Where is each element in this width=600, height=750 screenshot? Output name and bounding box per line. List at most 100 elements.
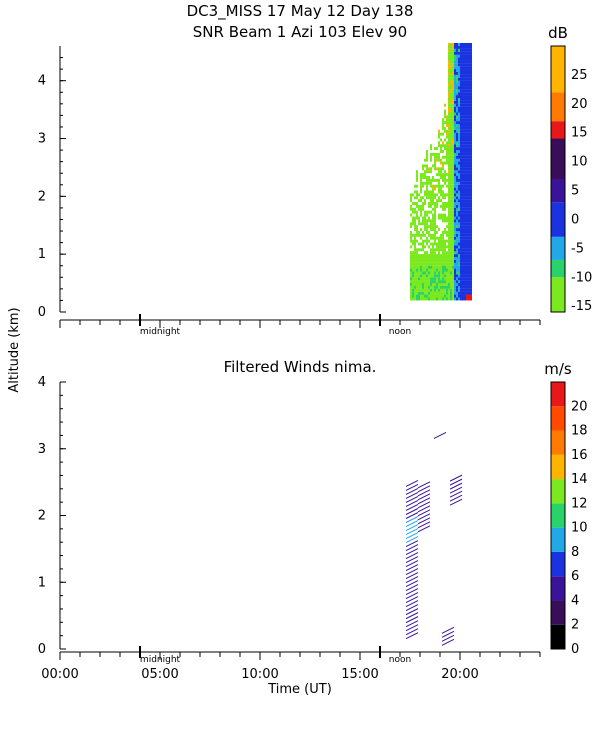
snr-cell bbox=[454, 196, 456, 200]
snr-cell bbox=[426, 282, 428, 286]
snr-cell bbox=[422, 280, 424, 284]
snr-cell bbox=[430, 242, 432, 246]
snr-cell bbox=[468, 121, 470, 125]
snr-cell bbox=[462, 236, 464, 240]
snr-cell bbox=[422, 265, 424, 269]
snr-cell bbox=[444, 155, 446, 159]
wind-barb bbox=[405, 504, 419, 511]
snr-cell bbox=[470, 176, 472, 179]
snr-cell bbox=[410, 297, 412, 301]
snr-cell bbox=[440, 256, 442, 260]
snr-cell bbox=[454, 106, 456, 110]
snr-cell bbox=[440, 282, 442, 286]
snr-cell bbox=[456, 74, 458, 78]
snr-cell bbox=[444, 196, 446, 200]
snr-cell bbox=[458, 100, 460, 104]
snr-cell bbox=[430, 265, 432, 269]
snr-cell bbox=[458, 57, 460, 61]
snr-cell bbox=[462, 112, 464, 116]
snr-cell bbox=[420, 176, 422, 179]
snr-cell bbox=[420, 190, 422, 194]
snr-cell bbox=[464, 178, 466, 182]
snr-cell bbox=[438, 155, 440, 159]
snr-cell bbox=[470, 204, 472, 208]
snr-cell bbox=[464, 45, 466, 49]
snr-cell bbox=[442, 173, 444, 177]
snr-colorbar-tick-label: 25 bbox=[571, 68, 588, 83]
snr-cell bbox=[448, 230, 450, 234]
snr-cell bbox=[444, 297, 446, 301]
snr-cell bbox=[450, 89, 452, 93]
snr-cell bbox=[442, 126, 444, 130]
snr-cell bbox=[464, 95, 466, 99]
snr-cell bbox=[452, 193, 454, 197]
snr-cell bbox=[466, 265, 468, 269]
snr-cell bbox=[448, 207, 450, 211]
snr-cell bbox=[424, 202, 426, 206]
snr-cell bbox=[424, 181, 426, 185]
snr-cell bbox=[468, 71, 470, 75]
snr-cell bbox=[442, 285, 444, 289]
snr-cell bbox=[442, 176, 444, 179]
snr-cell bbox=[450, 265, 452, 269]
snr-cell bbox=[456, 173, 458, 177]
snr-cell bbox=[436, 155, 438, 159]
snr-cell bbox=[462, 228, 464, 232]
snr-cell bbox=[434, 274, 436, 278]
snr-cell bbox=[450, 115, 452, 119]
snr-colorbar-tick-label: 20 bbox=[571, 97, 588, 112]
snr-cell bbox=[470, 149, 472, 153]
snr-cell bbox=[430, 285, 432, 289]
snr-cell bbox=[446, 115, 448, 119]
snr-colorbar-band bbox=[551, 46, 565, 93]
snr-cell bbox=[420, 291, 422, 295]
snr-cell bbox=[434, 259, 436, 263]
snr-cell bbox=[414, 256, 416, 260]
snr-cell bbox=[420, 282, 422, 286]
snr-cell bbox=[426, 265, 428, 269]
snr-cell bbox=[440, 184, 442, 188]
snr-cell bbox=[448, 138, 450, 142]
wind-barb bbox=[405, 520, 419, 527]
snr-cell bbox=[468, 80, 470, 84]
snr-cell bbox=[464, 71, 466, 75]
snr-cell bbox=[448, 121, 450, 125]
snr-cell bbox=[470, 106, 472, 110]
snr-cell bbox=[460, 63, 462, 67]
winds-colorbar-tick-label: 6 bbox=[571, 569, 579, 584]
snr-cell bbox=[454, 219, 456, 223]
snr-cell bbox=[462, 71, 464, 75]
snr-cell bbox=[450, 60, 452, 64]
snr-cell bbox=[452, 282, 454, 286]
snr-cell bbox=[458, 207, 460, 211]
snr-cell bbox=[444, 176, 446, 179]
snr-cell bbox=[410, 236, 412, 240]
snr-cell bbox=[448, 225, 450, 229]
snr-cell bbox=[448, 92, 450, 96]
snr-cell bbox=[430, 251, 432, 255]
snr-cell bbox=[464, 158, 466, 162]
snr-cell bbox=[448, 106, 450, 110]
snr-cell bbox=[456, 147, 458, 151]
snr-cell bbox=[430, 277, 432, 281]
snr-cell bbox=[432, 219, 434, 223]
snr-cell bbox=[426, 178, 428, 182]
snr-cell bbox=[432, 216, 434, 220]
snr-cell bbox=[460, 225, 462, 229]
snr-cell bbox=[462, 294, 464, 298]
snr-cell bbox=[422, 196, 424, 200]
snr-cell bbox=[460, 204, 462, 208]
snr-colorbar-band bbox=[551, 138, 565, 179]
snr-cell bbox=[464, 167, 466, 171]
snr-cell bbox=[416, 280, 418, 284]
snr-cell bbox=[430, 167, 432, 171]
snr-cell bbox=[412, 207, 414, 211]
snr-cell bbox=[450, 228, 452, 232]
snr-cell bbox=[444, 245, 446, 249]
snr-cell bbox=[464, 173, 466, 177]
snr-cell bbox=[426, 196, 428, 200]
snr-cell bbox=[448, 277, 450, 281]
snr-cell bbox=[438, 167, 440, 171]
snr-cell bbox=[462, 285, 464, 289]
snr-cell bbox=[458, 121, 460, 125]
